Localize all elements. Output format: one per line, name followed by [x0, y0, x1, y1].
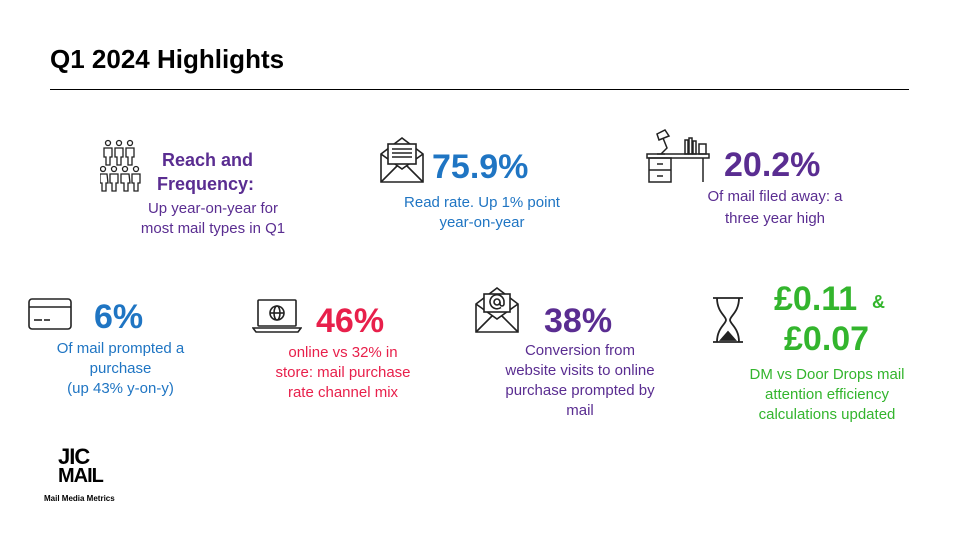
efficiency-text-line1: DM vs Door Drops mail: [749, 366, 905, 383]
prompted-purchase-block: 6% Of mail prompted a purchase (up 43% y…: [28, 296, 228, 406]
page-title: Q1 2024 Highlights: [50, 44, 285, 74]
efficiency-text-line3: calculations updated: [758, 406, 896, 423]
people-group-icon: [100, 139, 141, 192]
online-block: 46% online vs 32% in store: mail purchas…: [252, 296, 452, 406]
hourglass-icon: [713, 297, 743, 343]
open-envelope-icon: [380, 136, 424, 183]
online-text-line3: rate channel mix: [287, 384, 399, 401]
reach-heading-line2: Frequency:: [157, 174, 255, 194]
filed-away-block: 20.2% Of mail filed away: a three year h…: [645, 128, 885, 238]
filed-away-value: 20.2%: [724, 146, 821, 184]
conversion-text-line2: website visits to online: [505, 362, 655, 379]
conversion-text-line4: mail: [566, 402, 594, 419]
reach-text-line1: Up year-on-year for: [147, 200, 279, 217]
prompted-purchase-text-line1: Of mail prompted a: [56, 340, 185, 357]
prompted-purchase-text-line2: purchase: [89, 360, 152, 377]
desk-icon: [646, 129, 710, 183]
email-at-icon: [475, 286, 519, 333]
conversion-text-line1: Conversion from: [524, 342, 636, 359]
conversion-value: 38%: [544, 302, 613, 340]
online-value: 46%: [316, 302, 385, 340]
read-rate-value: 75.9%: [432, 148, 529, 186]
reach-text-line2: most mail types in Q1: [140, 220, 286, 237]
reach-heading-line1: Reach and: [162, 150, 254, 170]
efficiency-text-line2: attention efficiency: [765, 386, 889, 403]
prompted-purchase-text-line3: (up 43% y-on-y): [67, 380, 174, 397]
prompted-purchase-value: 6%: [94, 298, 144, 336]
filed-away-text-line2: three year high: [724, 210, 826, 227]
credit-card-icon: [28, 298, 72, 330]
efficiency-value2: £0.07: [784, 320, 870, 358]
laptop-globe-icon: [252, 299, 302, 333]
reach-block: Reach and Frequency: Up year-on-year for…: [100, 138, 320, 248]
logo-tagline: Mail Media Metrics: [44, 494, 115, 503]
online-text-line1: online vs 32% in: [288, 344, 398, 361]
logo-line2: MAIL: [58, 465, 104, 487]
efficiency-ampersand: &: [872, 292, 885, 312]
filed-away-text-line1: Of mail filed away: a: [707, 188, 843, 205]
read-rate-text-line2: year-on-year: [439, 214, 525, 231]
read-rate-text-line1: Read rate. Up 1% point: [404, 194, 560, 211]
jicmail-logo: JIC MAIL Mail Media Metrics: [44, 446, 144, 506]
read-rate-block: 75.9% Read rate. Up 1% point year-on-yea…: [375, 132, 595, 242]
title-divider: [50, 89, 909, 90]
efficiency-block: £0.11 & £0.07 DM vs Door Drops mail atte…: [706, 280, 946, 430]
efficiency-value1: £0.11: [774, 280, 858, 318]
online-text-line2: store: mail purchase: [275, 364, 411, 381]
conversion-text-line3: purchase prompted by: [505, 382, 655, 399]
logo-line1: JIC: [58, 444, 90, 469]
conversion-block: 38% Conversion from website visits to on…: [474, 286, 694, 426]
